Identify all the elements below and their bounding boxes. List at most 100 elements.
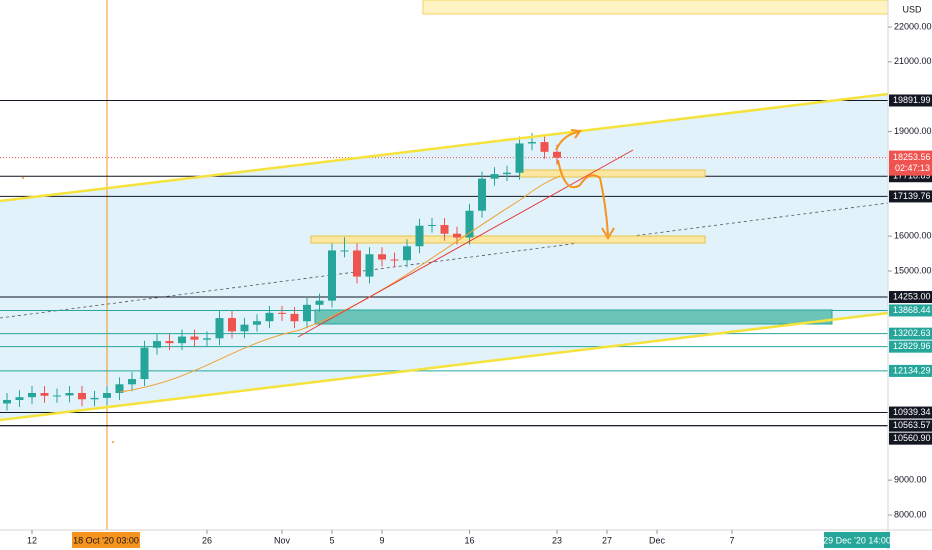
candle-body bbox=[340, 250, 349, 252]
candle-body bbox=[415, 225, 424, 247]
dot bbox=[22, 177, 24, 179]
axes: 22000.00 21000.00 19000.00 16000.00 15000.00… bbox=[27, 21, 932, 548]
candle-body bbox=[253, 321, 261, 325]
levels bbox=[0, 99, 888, 427]
price-tag bbox=[889, 190, 932, 203]
y-tick-label: 15000.00 bbox=[894, 265, 932, 275]
candle-body bbox=[178, 336, 186, 344]
zone-yellow bbox=[519, 169, 706, 178]
zone-teal bbox=[314, 309, 833, 325]
candle-body bbox=[365, 254, 374, 277]
price-tag-label: 10563.57 bbox=[893, 420, 931, 430]
candle-body bbox=[353, 250, 361, 277]
candle-body bbox=[15, 397, 24, 400]
candle-body bbox=[528, 142, 536, 144]
candle-body bbox=[240, 324, 249, 332]
channel-upper bbox=[0, 92, 889, 203]
candle-body bbox=[40, 393, 49, 396]
candle-body bbox=[278, 312, 286, 314]
channel-lower bbox=[0, 311, 889, 422]
candle-body bbox=[3, 399, 11, 404]
currency: USD bbox=[902, 4, 922, 14]
price-tag-label: 12829.96 bbox=[893, 341, 931, 351]
candle-body bbox=[403, 246, 411, 261]
price-tag bbox=[889, 304, 932, 317]
candle-body bbox=[128, 379, 136, 385]
price-tag bbox=[889, 406, 932, 419]
cursor-label-bg bbox=[72, 532, 140, 548]
candle-body bbox=[90, 397, 99, 400]
x-tick-label: 27 bbox=[602, 535, 612, 545]
candle-body bbox=[165, 341, 174, 344]
candle-body bbox=[478, 178, 486, 211]
candle-body bbox=[540, 142, 549, 152]
candle-body bbox=[115, 384, 124, 394]
candle-body bbox=[303, 304, 311, 322]
candle-body bbox=[453, 233, 461, 238]
candle-body bbox=[290, 313, 299, 322]
price-tag-label: 17718.89 bbox=[893, 171, 931, 181]
candle-body bbox=[78, 393, 86, 400]
candle-body bbox=[153, 341, 161, 348]
candle-body bbox=[428, 225, 436, 227]
cursor-label: 29 Dec '20 14:00 bbox=[823, 535, 891, 545]
y-tick-label: 19000.00 bbox=[894, 126, 932, 136]
candle-body bbox=[203, 338, 211, 340]
price-tag-label: 12134.29 bbox=[893, 365, 931, 375]
x-tick-label: 9 bbox=[379, 535, 384, 545]
zone-yellow bbox=[310, 235, 706, 244]
price-tag bbox=[889, 364, 932, 377]
candle-body bbox=[103, 393, 111, 398]
candle-body bbox=[553, 151, 561, 158]
x-tick-label: 12 bbox=[27, 535, 37, 545]
price-tag bbox=[889, 340, 932, 353]
mid-line bbox=[0, 202, 889, 319]
price-tag bbox=[889, 327, 932, 340]
last-price-label: 18253.56 bbox=[893, 152, 931, 162]
candle-body bbox=[190, 336, 199, 340]
candle-body bbox=[378, 254, 386, 260]
cursor-label-bg bbox=[824, 532, 890, 548]
price-tag bbox=[889, 432, 932, 445]
candle-body bbox=[140, 347, 149, 380]
x-tick-label: 26 bbox=[202, 535, 212, 545]
candle-body bbox=[215, 318, 224, 339]
x-tick-label: Nov bbox=[274, 535, 291, 545]
y-tick-label: 16000.00 bbox=[894, 231, 932, 241]
candle-body bbox=[440, 225, 449, 234]
price-tag-label: 19891.99 bbox=[893, 95, 931, 105]
candle-body bbox=[315, 300, 324, 305]
x-tick-label: 5 bbox=[329, 535, 334, 545]
candle-body bbox=[390, 259, 399, 261]
last-price-tag bbox=[889, 150, 932, 176]
price-tag bbox=[889, 291, 932, 304]
candle-body bbox=[515, 143, 524, 173]
candle-body bbox=[53, 395, 61, 397]
price-tag-label: 13202.63 bbox=[893, 328, 931, 338]
x-tick-label: 16 bbox=[464, 535, 474, 545]
candle-body bbox=[503, 172, 511, 175]
price-tag-label: 14253.00 bbox=[893, 291, 931, 301]
candles bbox=[3, 132, 561, 411]
zone-top bbox=[422, 0, 889, 15]
dot bbox=[112, 441, 114, 443]
x-tick-label: 7 bbox=[729, 535, 734, 545]
arrow-up bbox=[555, 129, 582, 151]
x-tick-label: 23 bbox=[552, 535, 562, 545]
candle-body bbox=[28, 393, 36, 398]
trend-line bbox=[297, 149, 634, 338]
candle-body bbox=[265, 312, 274, 322]
y-tick-label: 21000.00 bbox=[894, 56, 932, 66]
candle-body bbox=[490, 174, 499, 179]
x-tick-label: Dec bbox=[649, 535, 666, 545]
price-tag bbox=[889, 94, 932, 107]
candle-body bbox=[328, 250, 336, 301]
y-tick-label: 9000.00 bbox=[894, 475, 927, 485]
price-tag-label: 10560.90 bbox=[893, 433, 931, 443]
countdown: 02:47:13 bbox=[895, 163, 930, 173]
price-tag-label: 13868.44 bbox=[893, 305, 931, 315]
arrow-down bbox=[557, 159, 615, 240]
candle-body bbox=[65, 393, 74, 396]
candle-body bbox=[465, 210, 474, 238]
